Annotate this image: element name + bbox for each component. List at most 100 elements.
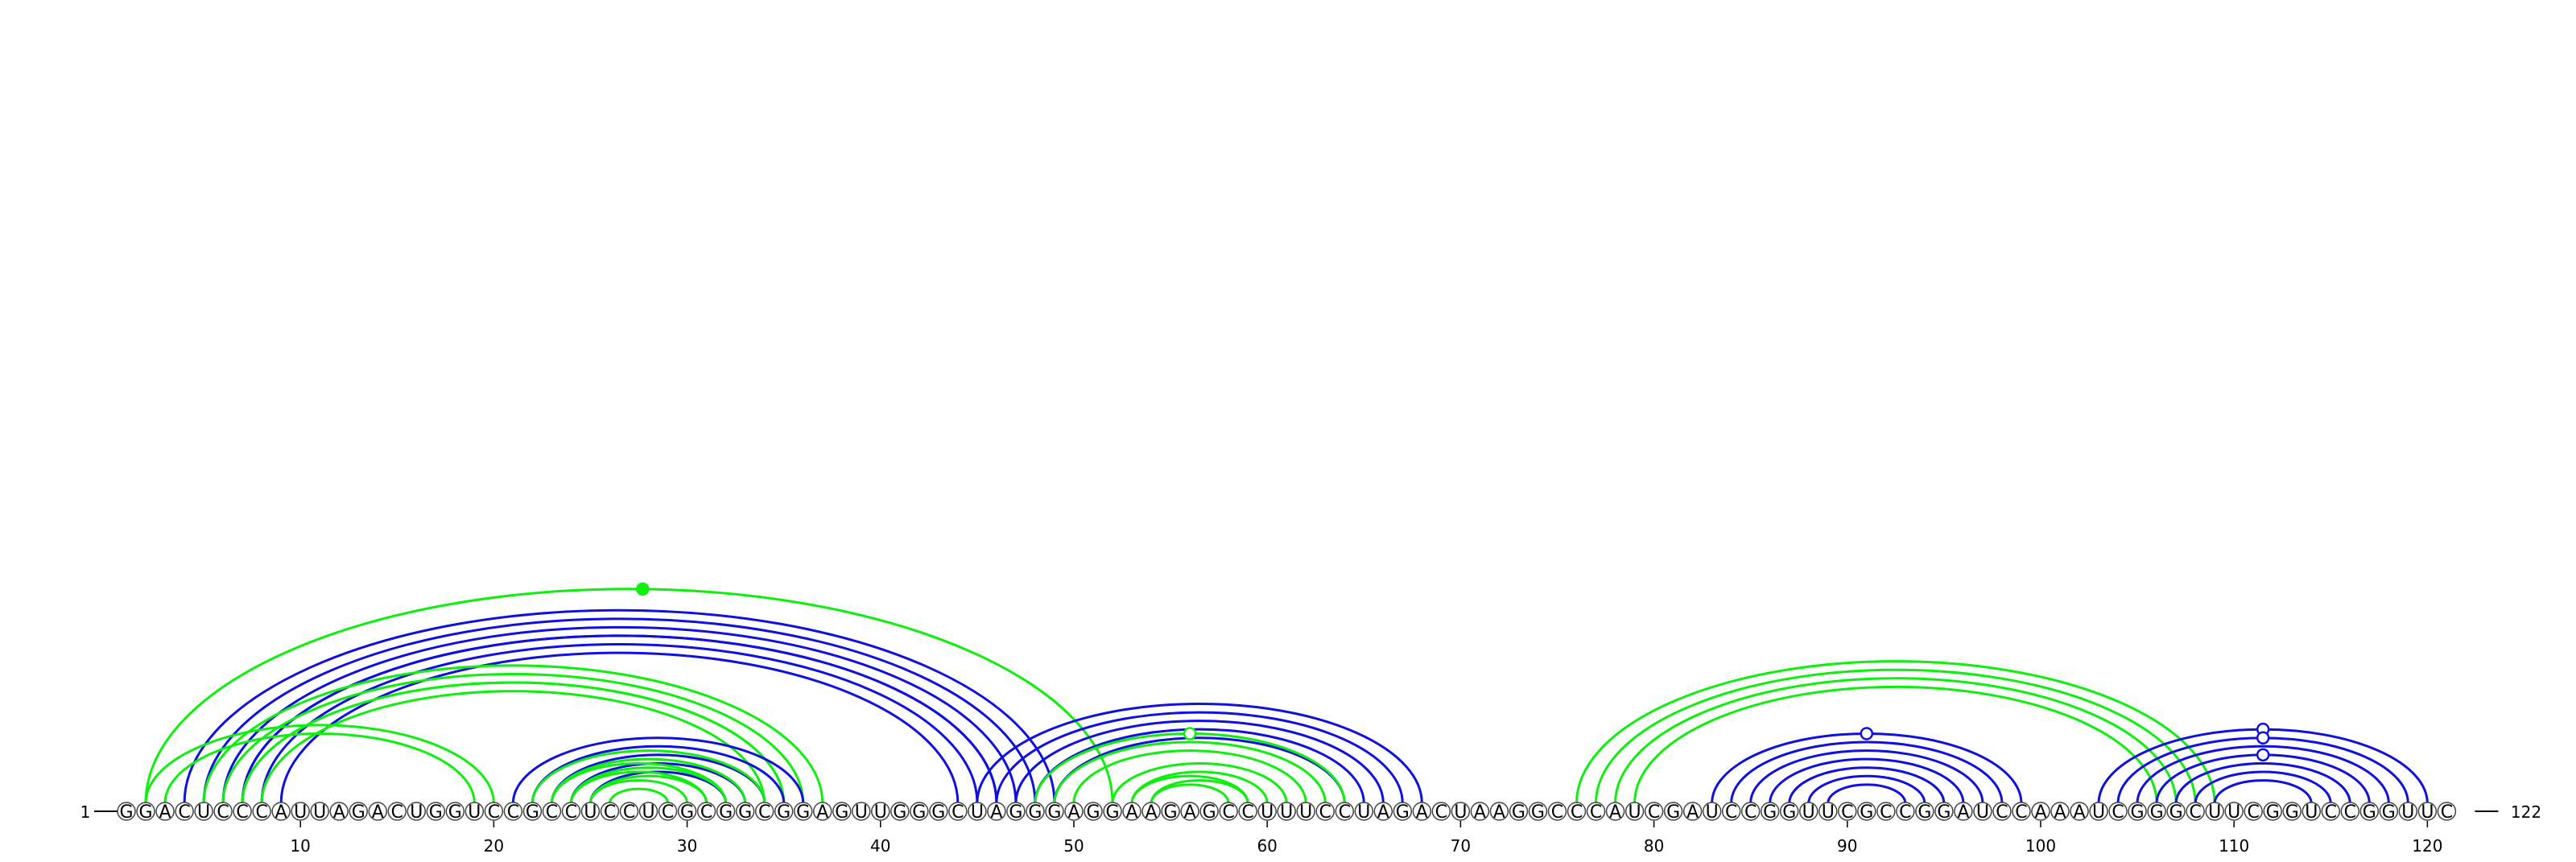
nucleotide-letter: C bbox=[1744, 802, 1757, 823]
nucleotide-letter: C bbox=[1725, 802, 1737, 823]
nucleotide-letter: G bbox=[526, 802, 539, 823]
nucleotide-circle bbox=[368, 802, 388, 821]
nucleotide-circle bbox=[561, 802, 581, 821]
base-pair-arc bbox=[144, 724, 495, 804]
nucleotide-letter: G bbox=[1009, 802, 1022, 823]
nucleotide-circle bbox=[1818, 802, 1838, 821]
arc-marker bbox=[636, 582, 650, 596]
nucleotide-circle bbox=[2244, 802, 2263, 821]
nucleotide-letter: C bbox=[1996, 802, 2008, 823]
nucleotide-circle bbox=[1257, 802, 1277, 821]
nucleotide-letter: C bbox=[488, 802, 500, 823]
tick-label: 40 bbox=[870, 836, 890, 856]
nucleotide-letter: G bbox=[1047, 802, 1061, 823]
nucleotide-circle bbox=[929, 802, 948, 821]
nucleotide-letter: A bbox=[1957, 802, 1969, 823]
nucleotide-circle bbox=[1045, 802, 1064, 821]
nucleotide-letter: C bbox=[2325, 802, 2337, 823]
nucleotide-circle bbox=[1277, 802, 1296, 821]
nucleotide-letter: G bbox=[2285, 802, 2299, 823]
nucleotide-letter: U bbox=[2092, 802, 2105, 823]
tick-label: 60 bbox=[1257, 836, 1277, 856]
nucleotide-letter: G bbox=[1028, 802, 1042, 823]
nucleotide-letter: C bbox=[758, 802, 770, 823]
nucleotide-circle bbox=[2166, 802, 2186, 821]
nucleotide-letter: U bbox=[1706, 802, 1719, 823]
nucleotide-circle bbox=[1838, 802, 1857, 821]
tick-label: 70 bbox=[1451, 836, 1471, 856]
tick-label: 50 bbox=[1063, 836, 1084, 856]
nucleotide-circle bbox=[2340, 802, 2360, 821]
nucleotide-letter: U bbox=[1802, 802, 1815, 823]
nucleotide-letter: G bbox=[796, 802, 810, 823]
nucleotide-circle bbox=[387, 802, 407, 821]
nucleotide-circle bbox=[735, 802, 755, 821]
nucleotide-circle bbox=[426, 802, 446, 821]
nucleotide-letter: G bbox=[1937, 802, 1951, 823]
nucleotide-circle bbox=[619, 802, 639, 821]
nucleotide-circle bbox=[1393, 802, 1413, 821]
nucleotide-circle bbox=[1876, 802, 1896, 821]
nucleotide-circle bbox=[968, 802, 987, 821]
base-pair-arc bbox=[1130, 774, 1249, 804]
base-pair-arc bbox=[1595, 668, 2197, 804]
base-pair-arc bbox=[1827, 783, 1907, 804]
base-pair-arc bbox=[569, 770, 708, 804]
base-pair-arc bbox=[241, 681, 786, 804]
nucleotide-letter: U bbox=[468, 802, 481, 823]
nucleotide-letter: A bbox=[990, 802, 1002, 823]
nucleotide-letter: G bbox=[2266, 802, 2280, 823]
base-pair-arc bbox=[163, 732, 476, 804]
nucleotide-circle bbox=[1992, 802, 2012, 821]
nucleotide-letter: C bbox=[1551, 802, 1563, 823]
nucleotide-letter: A bbox=[372, 802, 384, 823]
nucleotide-circle bbox=[213, 802, 233, 821]
nucleotide-circle bbox=[1335, 802, 1355, 821]
arc-marker bbox=[1183, 727, 1197, 740]
nucleotide-letter: A bbox=[1377, 802, 1389, 823]
base-pair-arc bbox=[1633, 685, 2158, 804]
nucleotide-circle bbox=[155, 802, 175, 821]
base-pair-arc bbox=[1111, 761, 1288, 804]
nucleotide-circle bbox=[832, 802, 852, 821]
nucleotide-letter: G bbox=[1782, 802, 1796, 823]
nucleotide-letter: C bbox=[546, 802, 558, 823]
nucleotide-circle bbox=[1528, 802, 1548, 821]
nucleotide-circle bbox=[1896, 802, 1915, 821]
nucleotide-letter: C bbox=[391, 802, 403, 823]
nucleotide-circle bbox=[658, 802, 678, 821]
nucleotide-circle bbox=[1973, 802, 1992, 821]
nucleotide-letter: G bbox=[893, 802, 906, 823]
nucleotide-circle bbox=[1779, 802, 1799, 821]
base-pair-arc bbox=[183, 608, 1056, 804]
nucleotide-circle bbox=[1586, 802, 1606, 821]
nucleotide-letter: G bbox=[429, 802, 443, 823]
nucleotide-letter: U bbox=[1454, 802, 1467, 823]
nucleotide-circle bbox=[580, 802, 601, 821]
arc-marker bbox=[1860, 727, 1874, 740]
nucleotide-circle bbox=[271, 802, 291, 821]
nucleotide-letter: A bbox=[1184, 802, 1196, 823]
nucleotide-letter: G bbox=[1203, 802, 1216, 823]
nucleotide-letter: C bbox=[255, 802, 267, 823]
nucleotide-letter: U bbox=[855, 802, 868, 823]
nucleotide-letter: U bbox=[294, 802, 307, 823]
nucleotide-letter: U bbox=[410, 802, 423, 823]
base-pair-arc bbox=[2194, 770, 2332, 804]
base-pair-arc bbox=[241, 634, 998, 804]
nucleotide-letter: U bbox=[1976, 802, 1989, 823]
nucleotide-letter: C bbox=[507, 802, 519, 823]
base-pair-arc bbox=[260, 642, 979, 804]
nucleotide-letter: C bbox=[1435, 802, 1447, 823]
base-pair-arc bbox=[1788, 766, 1946, 804]
nucleotide-letter: C bbox=[662, 802, 674, 823]
nucleotide-circle bbox=[1547, 802, 1567, 821]
nucleotide-letter: G bbox=[1164, 802, 1178, 823]
nucleotide-circle bbox=[464, 802, 485, 821]
nucleotide-circle bbox=[136, 802, 155, 821]
nucleotide-letter: G bbox=[835, 802, 848, 823]
nucleotide-letter: U bbox=[1261, 802, 1274, 823]
nucleotide-letter: U bbox=[1299, 802, 1312, 823]
